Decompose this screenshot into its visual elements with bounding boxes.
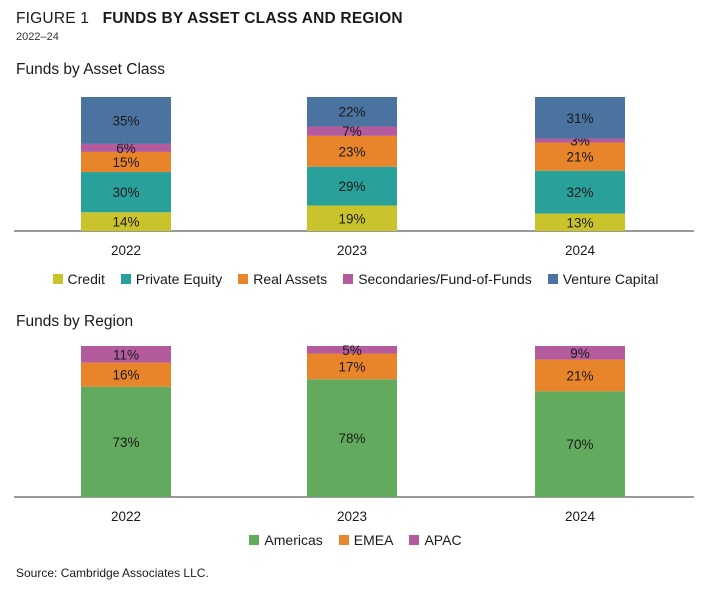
x-tick-label: 2024 (565, 509, 596, 524)
data-label: 35% (112, 113, 139, 128)
bar-segment (81, 172, 171, 213)
legend-item: EMEA (338, 532, 394, 548)
bar-segment (307, 353, 397, 380)
data-label: 22% (338, 105, 365, 120)
legend-label: EMEA (353, 532, 394, 548)
legend-item: Americas (249, 532, 323, 548)
legend-label: APAC (424, 532, 462, 548)
data-label: 15% (112, 155, 139, 170)
x-tick-label: 2024 (565, 243, 596, 258)
legend-label: Private Equity (135, 271, 223, 287)
legend-item: Secondaries/Fund-of-Funds (343, 271, 532, 287)
legend-swatch (120, 274, 131, 284)
source-note: Source: Cambridge Associates LLC. (16, 566, 209, 580)
bar-segment (307, 126, 397, 136)
legend-item: Private Equity (120, 271, 223, 287)
data-label: 21% (566, 368, 593, 383)
data-label: 31% (566, 111, 593, 126)
data-label: 11% (113, 347, 139, 362)
legend-swatch (238, 274, 249, 284)
figure-title: FIGURE 1 FUNDS BY ASSET CLASS AND REGION (16, 10, 403, 28)
data-label: 29% (338, 179, 365, 194)
bar-segment (535, 359, 625, 392)
bar-segment (81, 143, 171, 152)
data-label: 30% (112, 185, 139, 200)
bar-segment (307, 205, 397, 231)
figure-label: FIGURE 1 (16, 10, 90, 27)
data-label: 17% (338, 359, 365, 374)
bar-segment (307, 346, 397, 354)
data-label: 13% (566, 215, 593, 230)
data-label: 70% (566, 437, 593, 452)
data-label: 16% (112, 368, 139, 383)
legend-swatch (52, 274, 63, 284)
legend-swatch (338, 535, 349, 545)
legend-swatch (547, 274, 558, 284)
bar-segment (81, 362, 171, 387)
legend-label: Americas (264, 532, 323, 548)
bar-segment (535, 138, 625, 143)
legend-swatch (409, 535, 420, 545)
legend-item: Venture Capital (547, 271, 659, 287)
legend-label: Secondaries/Fund-of-Funds (358, 271, 532, 287)
legend-item: Real Assets (238, 271, 327, 287)
bar-segment (81, 386, 171, 497)
region-legend: Americas EMEA APAC (0, 532, 711, 548)
bar-segment (307, 379, 397, 497)
x-tick-label: 2022 (111, 509, 141, 524)
bar-segment (81, 212, 171, 231)
legend-item: Credit (52, 271, 105, 287)
region-chart-title: Funds by Region (16, 313, 134, 330)
bar-segment (307, 135, 397, 167)
x-tick-label: 2023 (337, 243, 367, 258)
data-label: 14% (112, 215, 139, 230)
data-label: 6% (116, 141, 136, 156)
data-label: 78% (338, 431, 365, 446)
figure-subtitle: 2022–24 (16, 31, 59, 43)
bar-segment (307, 97, 397, 127)
bar-segment (535, 170, 625, 214)
data-label: 73% (112, 435, 139, 450)
data-label: 9% (570, 346, 590, 361)
legend-label: Credit (67, 271, 105, 287)
bar-segment (535, 391, 625, 497)
data-label: 5% (342, 343, 362, 358)
region-chart: 73% 16% 11% 2022 78% 17%5% 2023 70% 21% 9% 2024 (14, 343, 694, 524)
bar-segment (535, 346, 625, 360)
bar-segment (81, 346, 171, 363)
asset-class-chart: 14% 30% 15%6% 35% 2022 19% 29% 23% 7% 22% 2023 13% 3… (14, 97, 694, 258)
bar-segment (81, 97, 171, 144)
bar-segment (307, 166, 397, 206)
bar-segment (81, 151, 171, 173)
data-label: 23% (338, 144, 365, 159)
data-label: 32% (566, 185, 593, 200)
x-tick-label: 2023 (337, 509, 367, 524)
asset-class-chart-title: Funds by Asset Class (16, 61, 166, 78)
bar-segment (535, 142, 625, 171)
data-label: 21% (566, 150, 593, 165)
bar-segment (535, 213, 625, 231)
bar-segment (535, 97, 625, 139)
data-label: 19% (338, 211, 365, 226)
x-tick-label: 2022 (111, 243, 141, 258)
legend-item: APAC (409, 532, 462, 548)
legend-label: Venture Capital (562, 271, 659, 287)
legend-label: Real Assets (253, 271, 328, 287)
data-label: 7% (342, 124, 362, 139)
legend-swatch (343, 274, 354, 284)
figure-title-text: FUNDS BY ASSET CLASS AND REGION (102, 10, 403, 27)
asset-class-legend: Credit Private Equity Real Assets Secondari… (0, 271, 711, 287)
legend-swatch (249, 535, 260, 545)
